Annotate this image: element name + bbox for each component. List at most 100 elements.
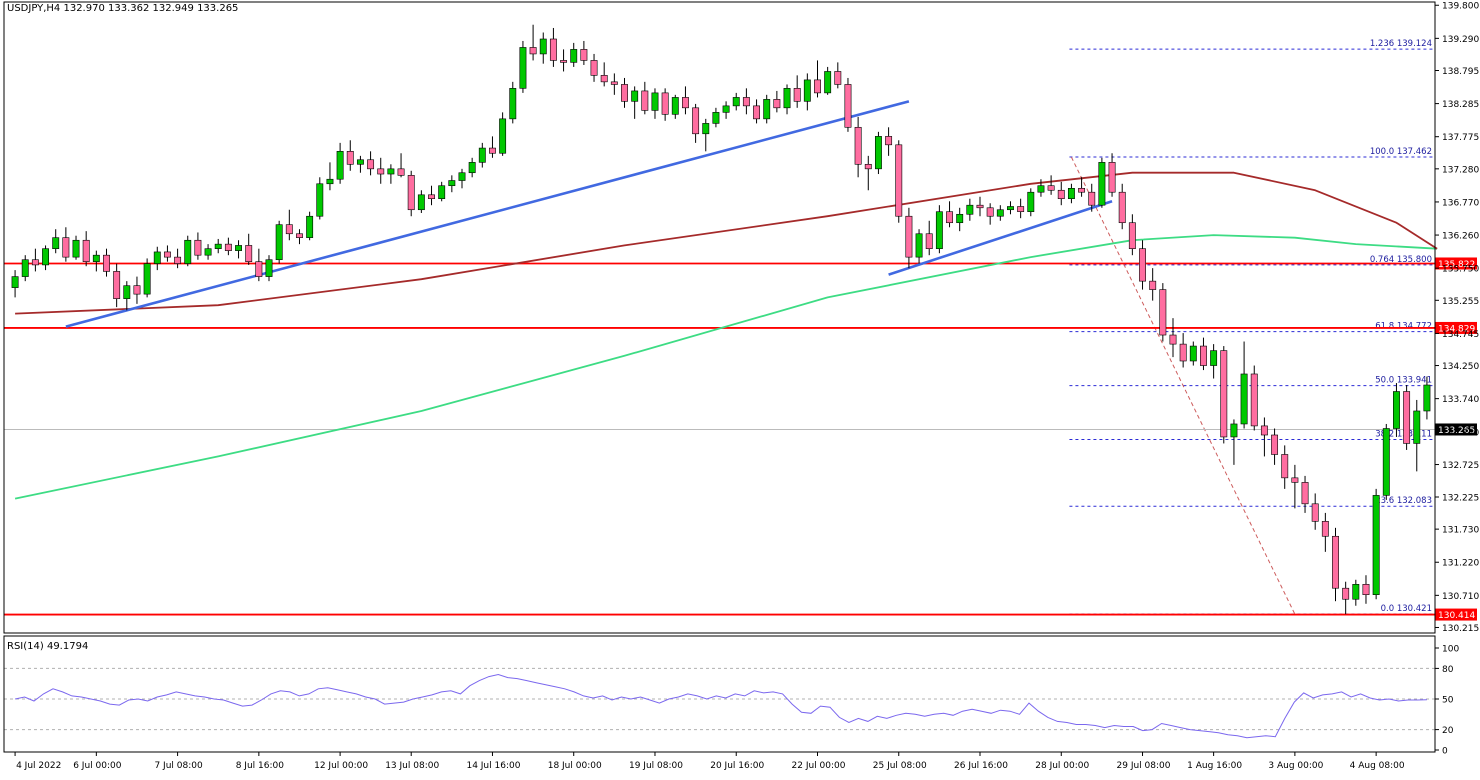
bullish-candle (1240, 373, 1248, 425)
bearish-candle (946, 211, 953, 224)
price-tick-label: 138.285 (1442, 100, 1479, 110)
time-tick-label: 28 Jul 00:00 (1035, 761, 1089, 771)
time-tick-label: 29 Jul 08:00 (1117, 761, 1171, 771)
horizontal-level-label: 130.414 (1438, 611, 1475, 621)
bullish-candle (214, 243, 222, 249)
bearish-candle (407, 175, 415, 211)
bullish-candle (874, 136, 882, 170)
bullish-candle (671, 97, 679, 115)
bearish-candle (895, 144, 903, 217)
bearish-candle (590, 60, 598, 76)
bearish-candle (580, 49, 588, 61)
bearish-candle (1057, 189, 1065, 200)
bullish-candle (803, 79, 811, 102)
price-tick-label: 130.710 (1442, 592, 1479, 602)
bearish-candle (641, 90, 649, 111)
bearish-candle (285, 224, 293, 235)
bullish-candle (763, 99, 771, 120)
bullish-candle (1230, 423, 1238, 438)
fib-level-label: 50.0 133.941 (1375, 376, 1432, 386)
price-tick-label: 138.795 (1442, 67, 1479, 77)
bullish-candle (448, 180, 456, 187)
fib-diagonal-line (1070, 156, 1296, 615)
bullish-candle (143, 263, 151, 295)
bearish-candle (1047, 185, 1055, 191)
bearish-candle (163, 251, 171, 258)
bullish-candle (478, 147, 486, 163)
bullish-candle (356, 159, 364, 165)
bearish-candle (224, 243, 232, 251)
horizontal-level-tag (1435, 608, 1477, 621)
time-tick-label: 14 Jul 16:00 (466, 761, 520, 771)
bearish-candle (1311, 503, 1319, 522)
price-tick-label: 136.770 (1442, 198, 1479, 208)
time-tick-label: 12 Jul 00:00 (314, 761, 368, 771)
rsi-panel: 100 80 50 20 0 (4, 645, 1459, 757)
bearish-candle (1118, 191, 1126, 224)
symbol-info: USDJPY,H4 132.970 133.362 132.949 133.26… (7, 3, 239, 14)
bearish-candle (174, 256, 182, 264)
bullish-candle (1027, 191, 1035, 212)
time-tick-label: 19 Jul 08:00 (629, 761, 683, 771)
bullish-candle (92, 254, 100, 262)
bearish-candle (1403, 391, 1411, 444)
bearish-candle (692, 107, 700, 135)
bearish-candle (885, 136, 893, 146)
horizontal-level-tag (1435, 257, 1477, 270)
bearish-candle (682, 97, 689, 109)
bearish-candle (1128, 222, 1136, 249)
time-tick-label: 13 Jul 08:00 (385, 761, 439, 771)
time-tick-label: 25 Jul 08:00 (873, 761, 927, 771)
time-tick-label: 1 Aug 16:00 (1187, 761, 1242, 771)
bullish-candle (570, 49, 578, 63)
rsi-tick-label: 50 (1442, 696, 1454, 706)
bullish-candle (539, 38, 547, 55)
rsi-panel-frame (3, 635, 1436, 753)
price-tick-label: 136.260 (1442, 232, 1479, 242)
bearish-candle (834, 71, 842, 85)
bearish-candle (549, 38, 557, 61)
bearish-candle (1139, 248, 1146, 282)
current-price-label: 133.265 (1438, 426, 1475, 436)
bullish-candle (732, 97, 740, 107)
price-tick-label: 137.775 (1442, 133, 1479, 143)
rsi-tick-label: 0 (1442, 747, 1448, 757)
bearish-candle (1159, 289, 1167, 336)
bearish-candle (600, 75, 608, 83)
bearish-candle (976, 204, 984, 209)
bullish-candle (123, 285, 131, 299)
bearish-candle (397, 168, 405, 176)
bullish-candle (42, 248, 49, 266)
bearish-candle (367, 159, 375, 170)
bearish-candle (1362, 584, 1370, 595)
bearish-candle (1169, 334, 1177, 345)
bullish-candle (387, 168, 395, 175)
bullish-candle (184, 239, 192, 264)
bullish-candle (153, 251, 161, 264)
time-tick-label: 3 Aug 00:00 (1268, 761, 1323, 771)
moving-averages (14, 171, 1438, 500)
bullish-candle (275, 224, 283, 261)
candlesticks (11, 24, 1431, 615)
bearish-candle (1281, 454, 1289, 479)
bearish-candle (31, 259, 39, 266)
bullish-candle (722, 105, 730, 113)
bullish-candle (519, 47, 527, 89)
bearish-candle (661, 92, 669, 115)
bullish-candle (11, 276, 19, 288)
bearish-candle (854, 126, 862, 165)
bullish-candle (1210, 350, 1218, 366)
bullish-candle (1067, 188, 1075, 200)
bearish-candle (610, 81, 618, 85)
bearish-candle (1108, 162, 1116, 193)
bearish-candle (1301, 482, 1309, 505)
bearish-candle (1291, 477, 1299, 483)
bearish-candle (1017, 206, 1025, 212)
rsi-tick-label: 100 (1442, 645, 1459, 655)
price-tick-label: 132.225 (1442, 493, 1479, 503)
bearish-candle (621, 84, 628, 102)
bearish-candle (986, 207, 994, 217)
price-tick-label: 132.725 (1442, 461, 1479, 471)
bearish-candle (753, 105, 760, 120)
